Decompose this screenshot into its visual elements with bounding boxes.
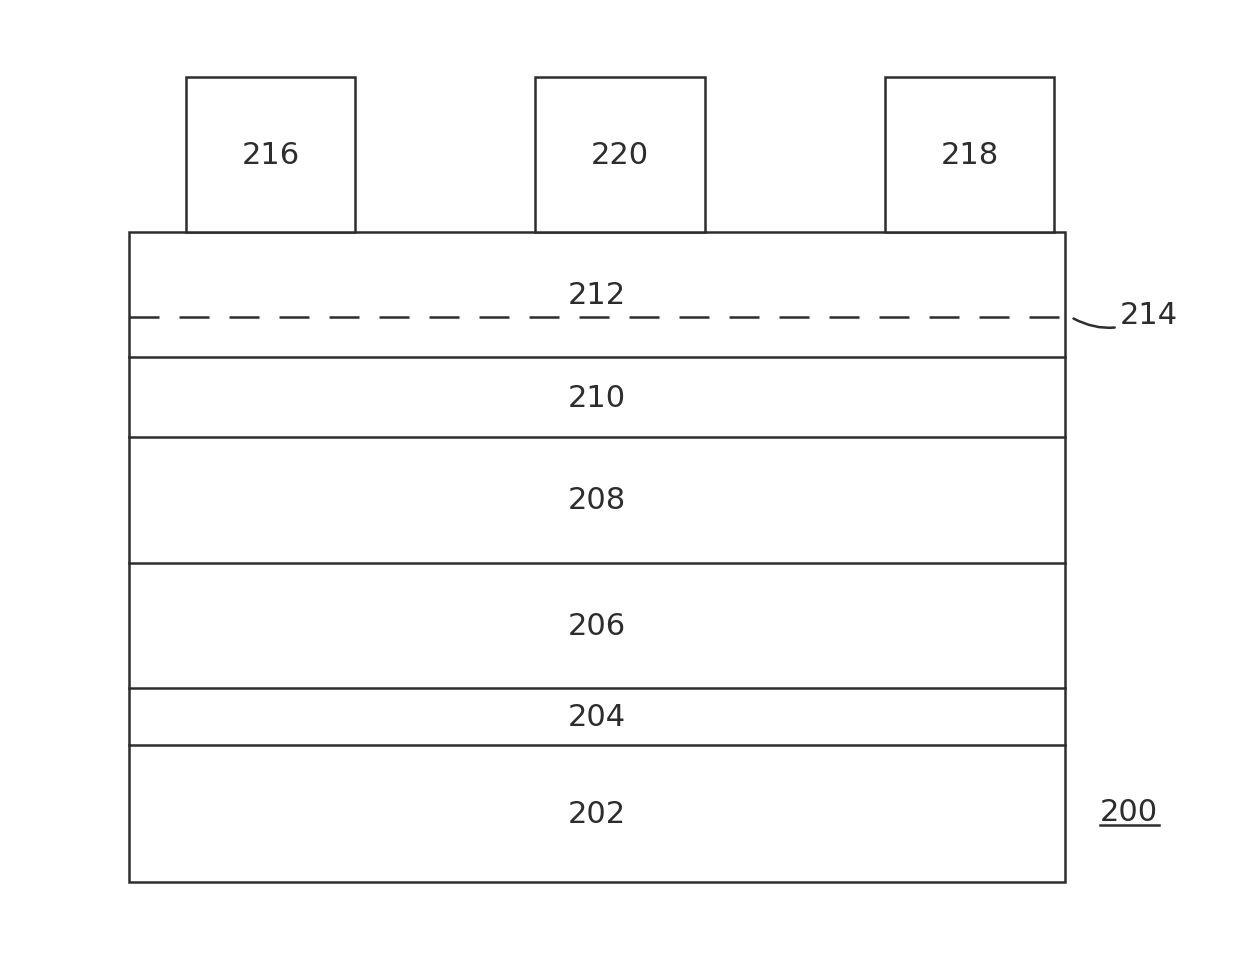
Bar bbox=[536, 78, 704, 233]
Text: 214: 214 bbox=[1074, 301, 1178, 331]
Text: 208: 208 bbox=[568, 486, 626, 514]
Text: 204: 204 bbox=[568, 702, 626, 732]
Text: 218: 218 bbox=[940, 141, 998, 170]
Bar bbox=[186, 78, 355, 233]
Text: 216: 216 bbox=[242, 141, 300, 170]
Text: 212: 212 bbox=[568, 281, 626, 310]
Text: 202: 202 bbox=[568, 800, 626, 828]
Text: 210: 210 bbox=[568, 383, 626, 412]
Text: 220: 220 bbox=[591, 141, 649, 170]
Bar bbox=[885, 78, 1054, 233]
Bar bbox=[129, 233, 1065, 882]
Text: 200: 200 bbox=[1100, 797, 1158, 826]
Text: 206: 206 bbox=[568, 611, 626, 641]
